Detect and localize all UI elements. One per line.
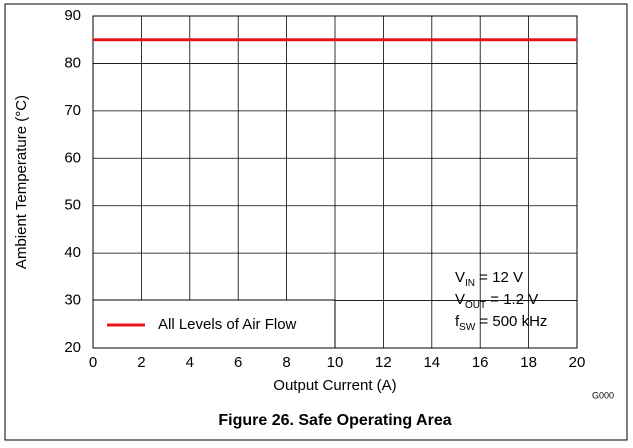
- y-tick-label: 40: [64, 244, 81, 261]
- annotation-part: = 1.2 V: [486, 291, 538, 308]
- annotation-part: V: [455, 291, 465, 308]
- x-tick-label: 6: [234, 354, 242, 371]
- y-tick-label: 70: [64, 102, 81, 119]
- annotation-part: IN: [465, 278, 475, 289]
- y-axis-label: Ambient Temperature (°C): [13, 95, 30, 269]
- annotation-part: f: [455, 313, 460, 330]
- x-axis-label: Output Current (A): [273, 377, 396, 394]
- x-tick-label: 18: [520, 354, 537, 371]
- annotation: VOUT = 1.2 V: [455, 291, 538, 311]
- annotation-part: = 500 kHz: [475, 313, 547, 330]
- x-tick-label: 10: [327, 354, 344, 371]
- x-tick-label: 0: [89, 354, 97, 371]
- y-tick-label: 30: [64, 292, 81, 309]
- y-tick-label: 50: [64, 197, 81, 214]
- y-tick-label: 20: [64, 339, 81, 356]
- figure-id: G000: [592, 390, 614, 400]
- x-tick-label: 20: [569, 354, 586, 371]
- annotation-part: V: [455, 269, 465, 286]
- figure-border: [4, 3, 628, 441]
- legend-label: All Levels of Air Flow: [158, 316, 297, 333]
- x-tick-label: 8: [282, 354, 290, 371]
- annotation: fSW = 500 kHz: [455, 313, 547, 333]
- x-tick-label: 16: [472, 354, 489, 371]
- y-tick-label: 60: [64, 149, 81, 166]
- annotation: VIN = 12 V: [455, 269, 523, 289]
- x-tick-label: 12: [375, 354, 392, 371]
- y-tick-label: 90: [64, 7, 81, 24]
- x-tick-label: 2: [137, 354, 145, 371]
- annotation-part: SW: [459, 322, 476, 333]
- x-tick-label: 4: [186, 354, 194, 371]
- y-tick-label: 80: [64, 54, 81, 71]
- annotation-part: OUT: [465, 300, 486, 311]
- annotation-part: = 12 V: [475, 269, 523, 286]
- x-tick-label: 14: [423, 354, 440, 371]
- chart-title: Figure 26. Safe Operating Area: [218, 412, 451, 429]
